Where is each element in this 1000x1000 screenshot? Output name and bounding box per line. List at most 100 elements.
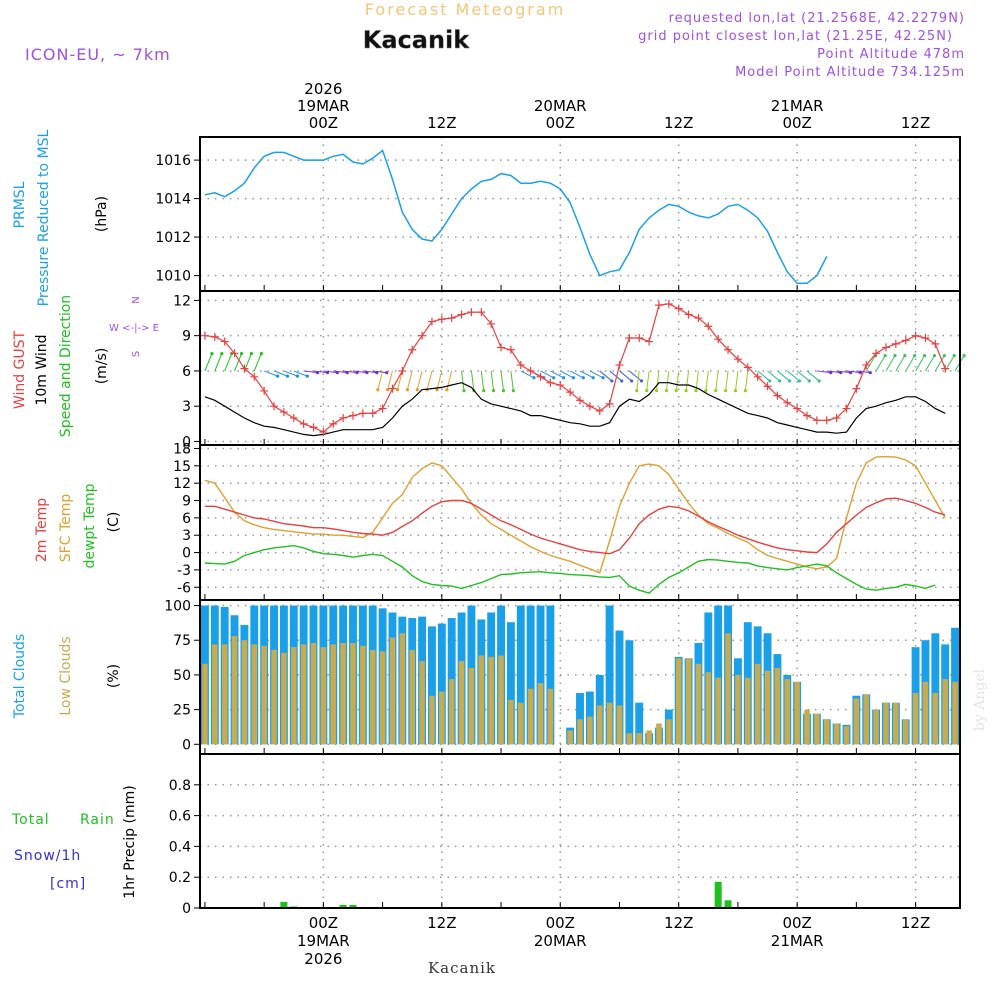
wind-arrow	[777, 370, 790, 382]
wind-arrow-head	[922, 354, 927, 358]
wind-arrow	[323, 370, 338, 374]
gust-marker	[378, 404, 387, 413]
wind-arrow	[816, 370, 831, 374]
gust-marker	[832, 413, 841, 422]
low-cloud-bar	[261, 645, 267, 745]
low-cloud-bar	[873, 709, 879, 745]
low-cloud-bar	[715, 677, 721, 745]
gust-marker	[901, 336, 910, 345]
wind-arrow	[569, 370, 584, 379]
wind-arrow	[665, 370, 670, 391]
wind-arrow	[224, 353, 233, 372]
wind-arrow	[675, 370, 680, 391]
y-tick-label: 0	[182, 434, 191, 450]
top-time-label: 2026	[304, 80, 342, 98]
wind-arrow-head	[942, 354, 946, 358]
temp-label-unit: (C)	[106, 512, 122, 533]
wind-arrow-head	[639, 379, 644, 383]
low-cloud-bar	[488, 656, 494, 745]
wind-arrow	[490, 370, 495, 391]
gust-marker	[852, 384, 861, 393]
panel-precipitation: 0 0.2 0.4 0.6 0.8	[169, 753, 961, 917]
wind-arrow	[372, 370, 387, 374]
gust-marker	[270, 402, 279, 411]
wind-arrow-head	[714, 389, 718, 393]
wind-arrow-head	[239, 352, 244, 356]
wind-arrow-head	[571, 376, 576, 380]
model-altitude: Model Point Altitude 734.125m	[735, 65, 965, 80]
wind-arrow-head	[581, 376, 585, 380]
y-tick-label: 3	[182, 528, 191, 544]
wind-arrow	[915, 355, 926, 372]
gust-marker	[635, 334, 644, 343]
low-cloud-bar	[419, 661, 425, 745]
wind-arrow-head	[482, 389, 486, 393]
low-cloud-bar	[221, 644, 228, 745]
wind-arrow-head	[630, 379, 634, 383]
wind-arrow	[796, 370, 810, 382]
wind-arrow	[895, 355, 906, 372]
wind-arrow-head	[305, 374, 309, 378]
y-tick-label: 12	[173, 293, 191, 309]
low-cloud-bar	[705, 672, 712, 745]
gust-marker	[684, 310, 693, 319]
low-cloud-bar	[922, 681, 929, 745]
gust-marker	[289, 413, 298, 422]
gust-marker	[348, 411, 357, 420]
y-tick-label: 0	[182, 546, 191, 562]
gust-marker	[941, 364, 950, 373]
wind-arrow	[925, 355, 935, 372]
low-cloud-bar	[685, 658, 692, 745]
top-time-label: 00Z	[782, 114, 811, 132]
pressure-label-unit: (hPa)	[94, 196, 110, 232]
low-cloud-bar	[439, 691, 445, 745]
low-cloud-bar	[596, 705, 603, 745]
gust-marker	[931, 339, 940, 348]
pressure-labels: PRMSL Pressure Reduced to MSL (hPa)	[12, 129, 110, 306]
wind-arrow	[470, 370, 475, 391]
panel-pressure: 1010 1012 1014 1016	[155, 136, 961, 292]
wind-arrow-head	[561, 376, 566, 380]
wind-arrow	[283, 370, 298, 377]
low-cloud-bar	[863, 694, 869, 745]
wind-arrow	[426, 370, 433, 390]
wind-arrow	[303, 370, 318, 374]
wind-arrow	[510, 370, 514, 391]
wind-arrow-head	[733, 389, 738, 393]
wind-arrow	[715, 370, 719, 391]
low-cloud-bar	[350, 643, 356, 745]
gust-marker	[862, 361, 871, 370]
precip-label-cm: [cm]	[50, 876, 86, 892]
gust-marker	[467, 308, 476, 317]
gust-marker	[625, 334, 634, 343]
total-cloud-bar	[428, 626, 436, 745]
rain-bar	[339, 904, 347, 908]
wind-arrow-head	[591, 376, 595, 380]
gust-marker	[437, 315, 446, 324]
wind-arrow-head	[249, 352, 254, 356]
wind-arrow-head	[295, 374, 300, 378]
wind-arrow	[865, 355, 876, 372]
low-cloud-bar	[251, 644, 258, 745]
gust-marker	[724, 345, 733, 354]
wind-arrow-head	[962, 354, 966, 358]
rain-bar	[714, 881, 722, 908]
wind-labels: Wind GUST 10m Wind Speed and Direction (…	[12, 295, 159, 437]
low-cloud-bar	[399, 633, 406, 745]
low-cloud-bar	[360, 645, 366, 745]
wind-arrow	[705, 370, 709, 391]
gust-marker	[556, 381, 565, 390]
low-cloud-bar	[587, 716, 593, 745]
wind-label-10m: 10m Wind	[34, 334, 50, 405]
panel-clouds: 0 25 50 75 100	[164, 599, 961, 755]
precip-label-total: Total	[11, 812, 50, 828]
low-cloud-bar	[843, 726, 850, 745]
precip-label-unit: 1hr Precip (mm)	[122, 785, 138, 898]
bottom-time-label: 00Z	[309, 914, 338, 932]
total-cloud-bar	[506, 622, 515, 745]
wind-arrow	[293, 370, 308, 377]
y-tick-label: -6	[177, 580, 191, 596]
gust-marker	[645, 337, 654, 346]
wind-arrow	[599, 370, 613, 382]
